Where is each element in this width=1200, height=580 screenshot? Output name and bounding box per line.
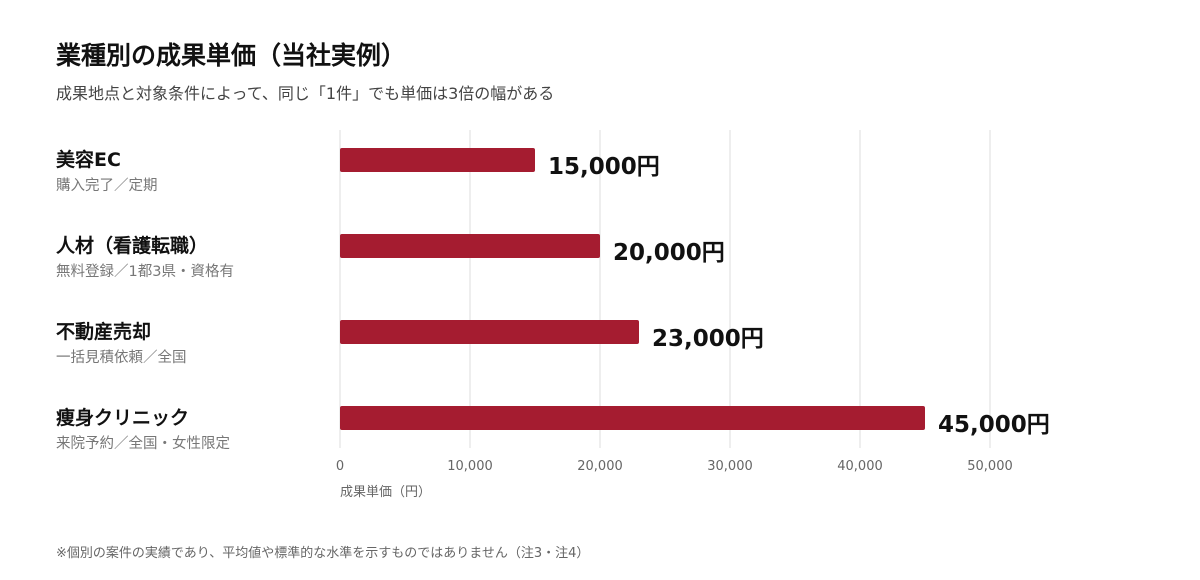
x-tick-label: 20,000 [577, 459, 623, 474]
x-tick-label: 40,000 [837, 459, 883, 474]
bar-value-label: 20,000円 [613, 240, 725, 266]
category-name: 痩身クリニック [56, 407, 190, 429]
category-name: 美容EC [56, 149, 121, 171]
category-condition: 来院予約／全国・女性限定 [56, 436, 230, 452]
row-label-3: 痩身クリニック 来院予約／全国・女性限定 [56, 406, 230, 454]
bar-value-label: 45,000円 [938, 412, 1050, 438]
chart-subtitle: 成果地点と対象条件によって、同じ「1件」でも単価は3倍の幅がある [56, 84, 555, 103]
x-axis-label: 成果単価（円） [340, 484, 431, 500]
x-tick-label: 30,000 [707, 459, 753, 474]
bar [340, 406, 925, 430]
x-tick-label: 0 [336, 459, 344, 474]
row-label-2: 不動産売却 一括見積依頼／全国 [56, 320, 187, 368]
footnote: ※個別の案件の実績であり、平均値や標準的な水準を示すものではありません（注3・注… [56, 546, 590, 561]
category-condition: 無料登録／1都3県・資格有 [56, 264, 234, 280]
row-label-0: 美容EC 購入完了／定期 [56, 148, 158, 196]
category-condition: 一括見積依頼／全国 [56, 350, 187, 366]
category-name: 人材（看護転職） [56, 235, 209, 257]
bar [340, 148, 535, 172]
bar [340, 234, 600, 258]
category-condition: 購入完了／定期 [56, 178, 158, 194]
bar-value-label: 15,000円 [548, 154, 660, 180]
category-name: 不動産売却 [56, 321, 152, 343]
bar [340, 320, 639, 344]
chart-title: 業種別の成果単価（当社実例） [56, 41, 407, 70]
x-tick-label: 10,000 [447, 459, 493, 474]
row-label-1: 人材（看護転職） 無料登録／1都3県・資格有 [56, 234, 234, 282]
bar-value-label: 23,000円 [652, 326, 764, 352]
x-tick-label: 50,000 [967, 459, 1013, 474]
